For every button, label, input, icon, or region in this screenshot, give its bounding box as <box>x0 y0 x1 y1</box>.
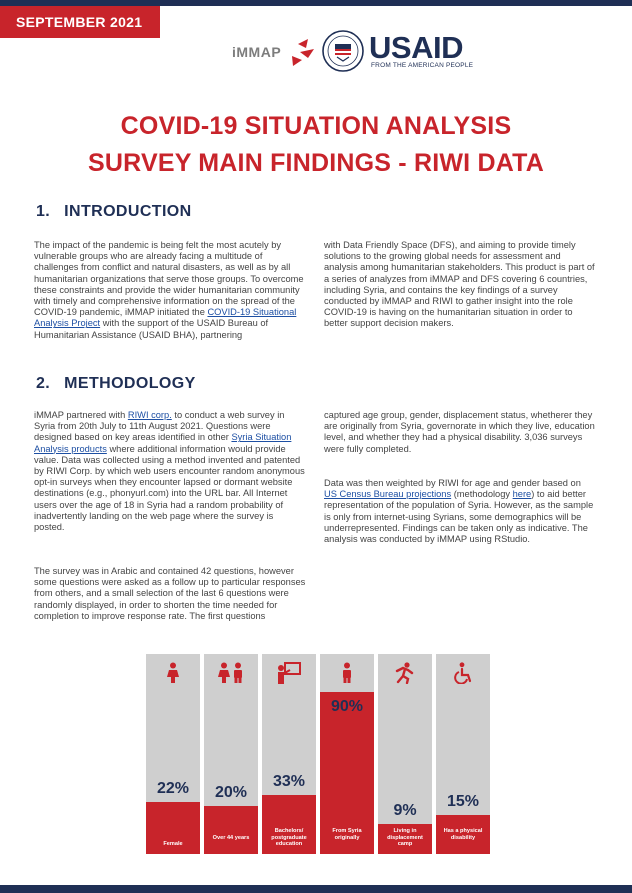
chart-bar-fill <box>146 802 200 854</box>
chart-bar-fill <box>262 794 316 854</box>
chart-bar: 9% Living in displacement camp <box>378 654 432 854</box>
chart-category-label: Living in displacement camp <box>387 828 423 848</box>
meth-text: (methodology <box>451 489 513 500</box>
intro-paragraph-left: The impact of the pandemic is being felt… <box>34 240 306 341</box>
chart-bar: 22% Female <box>146 654 200 854</box>
chart-value-label: 9% <box>393 802 417 819</box>
census-link[interactable]: US Census Bureau projections <box>324 489 452 500</box>
methodology-paragraph-1: iMMAP partnered with RIWI corp. to condu… <box>34 410 306 533</box>
section-heading-methodology: 2. METHODOLOGY <box>36 375 196 393</box>
meth-text: ) to aid better representation of the po… <box>324 489 594 545</box>
title-line-1: COVID-19 SITUATION ANALYSIS <box>120 112 512 140</box>
intro-paragraph-right: with Data Friendly Space (DFS), and aimi… <box>324 240 595 329</box>
methodology-paragraph-4: Data was then weighted by RIWI for age a… <box>324 478 596 545</box>
meth-text: where additional information would provi… <box>34 443 305 533</box>
chart-category-label: Has a physical disability <box>443 828 483 841</box>
chart-bar: 15% Has a physical disability <box>436 654 490 854</box>
chart-value-label: 33% <box>272 772 306 790</box>
chart-category-label: Bachelors/ postgraduate education <box>271 828 307 848</box>
chart-bar-fill <box>378 824 432 854</box>
syria-analysis-link[interactable]: Syria Situation Analysis products <box>34 432 292 454</box>
usaid-seal-icon <box>322 30 364 72</box>
findings-chart: 22% Female 20% Over 44 years 33% Bachelors/ p… <box>146 654 490 854</box>
methodology-here-link[interactable]: here <box>512 489 532 500</box>
wheelchair-icon <box>436 662 490 688</box>
methodology-paragraph-2: The survey was in Arabic and contained 4… <box>34 566 306 621</box>
top-bar <box>0 0 632 6</box>
chart-bar: 33% Bachelors/ postgraduate education <box>262 654 316 854</box>
section-title: INTRODUCTION <box>64 203 192 220</box>
chart-bar: 90% From Syria originally <box>320 654 374 854</box>
person-icon <box>320 662 374 688</box>
chart-bar-fill <box>436 815 490 854</box>
running-icon <box>378 662 432 688</box>
title-line-2: SURVEY MAIN FINDINGS - RIWI DATA <box>88 149 544 177</box>
chart-bar-fill <box>204 806 258 854</box>
chart-value-label: 15% <box>446 793 480 810</box>
meth-text: to conduct a web survey in Syria from 20… <box>34 410 285 443</box>
intro-text-b: with the support of the USAID Bureau of … <box>34 318 269 340</box>
section-title: METHODOLOGY <box>64 375 196 392</box>
female-icon <box>146 662 200 688</box>
bottom-bar <box>0 885 632 893</box>
chart-bar-fill <box>320 692 374 854</box>
riwi-link[interactable]: RIWI corp. <box>127 410 172 420</box>
immap-logo: iMMAP <box>232 36 318 70</box>
chart-category-label: Over 44 years <box>212 834 250 841</box>
intro-text-a: The impact of the pandemic is being felt… <box>34 240 304 318</box>
date-tag: SEPTEMBER 2021 <box>0 6 160 38</box>
meth-text: iMMAP partnered with <box>34 410 128 420</box>
immap-arrows-icon <box>292 39 314 66</box>
chart-category-label: Female <box>163 841 183 848</box>
chart-value-label: 22% <box>156 780 190 798</box>
usaid-wordmark: USAID <box>369 30 463 65</box>
immap-logo-text: iMMAP <box>232 44 282 60</box>
section-heading-introduction: 1. INTRODUCTION <box>36 203 192 221</box>
covid-project-link[interactable]: COVID-19 Situational Analysis Project <box>34 307 297 329</box>
people-icon <box>204 662 258 688</box>
methodology-paragraph-3: captured age group, gender, displacement… <box>324 410 595 454</box>
chart-bar: 20% Over 44 years <box>204 654 258 854</box>
chart-category-label: From Syria originally <box>332 828 362 841</box>
chart-value-label: 90% <box>330 698 364 715</box>
meth-text: Data was then weighted by RIWI for age a… <box>324 478 581 488</box>
chart-value-label: 20% <box>214 784 248 801</box>
teacher-icon <box>262 662 316 688</box>
section-number: 1. <box>36 203 51 220</box>
section-number: 2. <box>36 375 51 392</box>
usaid-tagline: FROM THE AMERICAN PEOPLE <box>371 62 474 69</box>
